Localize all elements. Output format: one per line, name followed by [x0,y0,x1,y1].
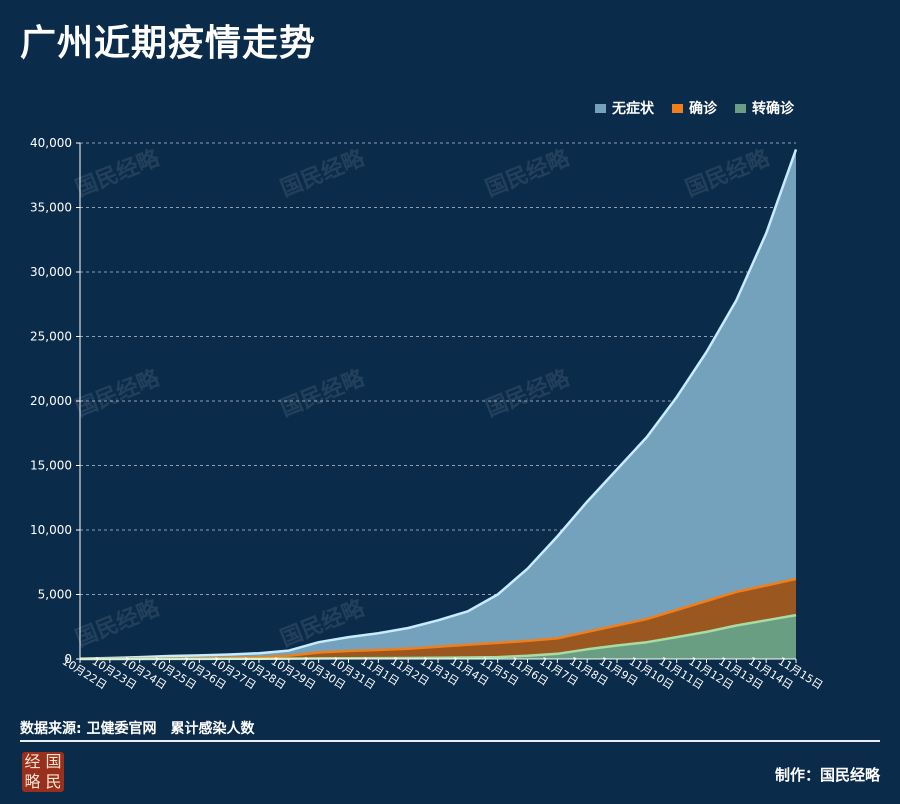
chart-areas [79,148,798,661]
footer-divider [20,740,880,742]
area-converted [80,615,796,659]
y-tick-label: 10,000 [30,523,72,537]
area-confirmed [80,579,796,659]
data-source-label: 数据来源: 卫健委官网 [20,721,157,737]
seal-char: 经 [24,752,41,771]
watermark-text: 国民经略 [482,145,574,202]
watermark-text: 国民经略 [482,365,574,422]
line-asymptomatic [79,148,798,660]
seal-char: 民 [45,772,62,791]
y-tick-label: 35,000 [30,201,72,215]
legend-item-converted[interactable]: 转确诊 [735,98,794,118]
brand-seal: 经 国 略 民 [22,752,64,792]
watermark-text: 国民经略 [72,145,164,202]
legend-label-asymptomatic: 无症状 [612,101,654,117]
watermark-text: 国民经略 [277,145,369,202]
y-tick-label: 15,000 [30,459,72,473]
legend-label-converted: 转确诊 [752,101,794,117]
area-chart: 国民经略国民经略国民经略国民经略国民经略国民经略国民经略国民经略国民经略国民经略… [30,136,825,693]
y-tick-label: 5,000 [38,588,72,602]
x-axis-labels: 10月22日10月23日10月24日10月25日10月26日10月27日10月2… [60,655,825,693]
legend-label-confirmed: 确诊 [689,101,717,117]
seal-char: 略 [24,772,41,791]
y-tick-label: 25,000 [30,330,72,344]
seal-char: 国 [45,752,62,771]
data-source-note: 累计感染人数 [170,721,255,737]
legend-swatch-asymptomatic [595,103,606,113]
legend-item-asymptomatic[interactable]: 无症状 [595,98,654,118]
y-tick-label: 0 [64,652,72,666]
watermark-text: 国民经略 [277,365,369,422]
watermark-text: 国民经略 [72,595,164,652]
y-tick-label: 20,000 [30,394,72,408]
page-title: 广州近期疫情走势 [20,23,317,64]
legend-swatch-confirmed [672,103,683,113]
y-axis-labels: 0 5,000 10,000 15,000 20,000 25,000 30,000 35,0… [30,136,72,666]
data-source: 数据来源: 卫健委官网 累计感染人数 [20,718,254,738]
author-credit: 制作：国民经略 [774,766,880,784]
watermark-text: 国民经略 [72,365,164,422]
area-asymptomatic [80,149,796,659]
watermark-text: 国民经略 [682,145,774,202]
y-tick-label: 40,000 [30,136,72,150]
chart-axes [76,142,797,663]
y-tick-label: 30,000 [30,265,72,279]
legend-swatch-converted [735,103,746,113]
chart-legend: 无症状 确诊 转确诊 [595,98,794,118]
legend-item-confirmed[interactable]: 确诊 [672,98,717,118]
